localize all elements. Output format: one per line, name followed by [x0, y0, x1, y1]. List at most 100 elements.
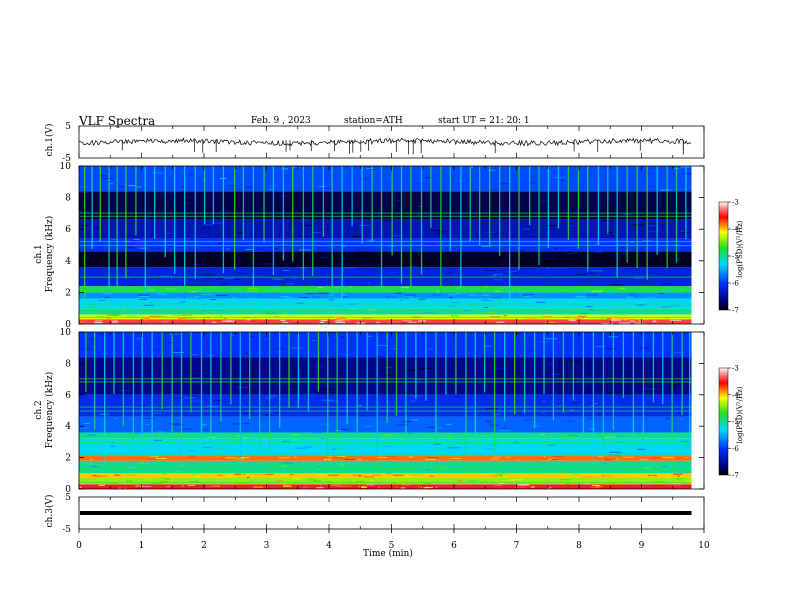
ch1-spectrogram-texture [375, 321, 381, 323]
ch2-spectrogram-sferic [386, 332, 388, 423]
ch2-spectrogram-texture [366, 335, 373, 337]
ch2-spectrogram-band [79, 357, 692, 395]
ch1-spectrogram-texture [383, 219, 393, 221]
ch1-spectrogram-texture [423, 310, 426, 312]
ch2-spectrogram-texture [417, 486, 424, 488]
ch1-spectrogram-texture [339, 319, 350, 321]
ch1-spectrogram-sferic [529, 166, 531, 226]
ch2-spectrogram-texture [217, 474, 223, 476]
ch2-spectrogram-texture [219, 450, 223, 452]
ch1-spectrogram-texture [162, 275, 173, 277]
ch2-spectrogram-sferic [288, 332, 290, 408]
ch2-spectrogram-texture [230, 334, 236, 336]
ch2-spectrogram-texture [556, 404, 562, 406]
ch1-spectrogram-sferic [144, 166, 146, 294]
ch1-spectrogram-texture [319, 321, 325, 323]
ch1-spectrogram-texture [327, 279, 335, 281]
ch1-spectrogram-texture [195, 263, 203, 265]
ch2-spectrogram-texture [89, 346, 98, 348]
ch1-spectrogram-sferic [410, 166, 412, 292]
ch2-spectrogram-texture [347, 482, 358, 484]
ch2-spectrogram-texture [590, 425, 603, 427]
ch2-spectrogram-narrowband-line [79, 441, 692, 443]
ch1-spectrogram-texture [548, 221, 553, 223]
ch2-spectrogram-sferic [200, 332, 203, 451]
ch2-spectrogram-texture [302, 432, 313, 434]
ch1-spectrogram-texture [485, 269, 495, 271]
ch2-spectrogram-texture [304, 446, 313, 448]
ch1-spectrogram-texture [346, 305, 357, 307]
ch1-spectrogram-texture [292, 277, 297, 279]
ch1-spectrogram-sferic [212, 166, 215, 225]
ch2-spectrogram-sferic [552, 332, 555, 421]
ch2-spectrogram-texture [609, 476, 613, 478]
ch2-spectrogram-texture [428, 387, 433, 389]
ch1-spectrogram-texture [503, 296, 508, 298]
ch1-spectrogram-sferic [666, 166, 668, 268]
ch1-spectrogram-texture [275, 286, 280, 288]
ch1-spectrogram-texture [388, 176, 391, 178]
ch1-spectrogram-texture [291, 320, 298, 322]
ch2-spectrogram-texture [643, 388, 653, 390]
ch1-spectrogram-sferic [616, 166, 618, 278]
ch2-spectrogram-texture [218, 433, 226, 435]
ch2-spectrogram-texture [437, 467, 442, 469]
ch1-spectrogram-texture [529, 305, 535, 307]
ch2-spectrogram-texture [377, 344, 388, 346]
ch1-spectrogram-texture [204, 277, 214, 279]
ch2-spectrogram-texture [594, 403, 598, 405]
ch2-spectrogram-sferic [279, 332, 281, 428]
ch1-spectrogram-texture [156, 315, 166, 317]
ch1-spectrogram-texture [534, 288, 546, 290]
ch2-spectrogram-texture [147, 348, 160, 350]
ch1-spectrogram-texture [228, 288, 238, 290]
ch2-spectrogram-texture [548, 474, 560, 476]
ch1-spectrogram-texture [85, 306, 95, 308]
ch1-spectrogram-sferic [164, 166, 166, 258]
ch1-spectrogram-texture [283, 313, 291, 315]
ch1-spectrogram-sferic [538, 166, 540, 266]
ch1-spectrogram-texture [456, 312, 469, 314]
ch2-spectrogram-texture [525, 432, 531, 434]
ch2-spectrogram-texture [282, 440, 290, 442]
ch1-spectrogram-texture [492, 297, 502, 299]
ch1-spectrogram-sferic [656, 166, 658, 255]
ch2-spectrogram-band [79, 484, 692, 489]
ch2-spectrogram-texture [254, 473, 264, 475]
ch2-spectrogram-sferic [534, 332, 536, 429]
ch1-spectrogram-texture [500, 183, 509, 185]
ch1-spectrogram-texture [101, 264, 104, 266]
ch2-spectrogram-texture [180, 428, 192, 430]
ch1-spectrogram-texture [254, 308, 261, 310]
ch1-spectrogram-texture [291, 185, 301, 187]
ch2-spectrogram-texture [623, 456, 634, 458]
ch2-spectrogram-band [79, 473, 692, 479]
ch1-spectrogram-texture [619, 287, 626, 289]
ch1-spectrogram-texture [158, 275, 168, 277]
ch1-spectrogram-texture [575, 310, 580, 312]
ch2-spectrogram-texture [316, 466, 321, 468]
ch2-spectrogram-texture [680, 418, 684, 420]
ch2-spectrogram-texture [500, 476, 509, 478]
ch2-spectrogram-texture [524, 419, 529, 421]
ch2-spectrogram-sferic [317, 332, 320, 392]
ch1-spectrogram-texture [272, 293, 279, 295]
ch2-spectrogram-texture [493, 413, 500, 415]
ch1-spectrogram-texture [305, 293, 316, 295]
ch2-spectrogram-texture [217, 472, 225, 474]
ch2-spectrogram-texture [606, 348, 617, 350]
ch2-spectrogram-texture [125, 480, 133, 482]
ch2-spectrogram-sferic [572, 332, 575, 401]
ch2-spectrogram-texture [424, 469, 430, 471]
ch1-spectrogram-texture [191, 312, 201, 314]
ch1-spectrogram-texture [492, 262, 496, 264]
ch2-spectrogram-sferic [151, 332, 153, 457]
ch2-spectrogram-texture [352, 474, 362, 476]
ch2-spectrogram-texture [224, 436, 231, 438]
ch1-spectrogram-texture [345, 209, 350, 211]
ch1-spectrogram-texture [425, 177, 433, 179]
ch1-spectrogram-texture [646, 262, 656, 264]
ch2-spectrogram-texture [149, 456, 159, 458]
ch2-spectrogram-texture [100, 333, 104, 335]
ch2-spectrogram-texture [218, 435, 225, 437]
